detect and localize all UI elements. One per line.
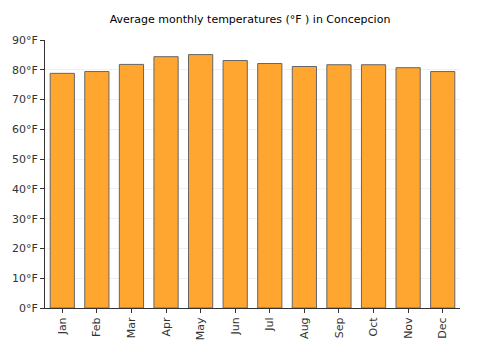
svg-text:Oct: Oct: [367, 317, 380, 337]
svg-text:50°F: 50°F: [12, 153, 38, 166]
svg-text:Jun: Jun: [229, 317, 242, 335]
svg-text:90°F: 90°F: [12, 34, 38, 47]
svg-text:40°F: 40°F: [12, 183, 38, 196]
svg-text:Sep: Sep: [333, 317, 346, 338]
svg-text:60°F: 60°F: [12, 123, 38, 136]
svg-text:Dec: Dec: [436, 317, 449, 338]
svg-text:Average monthly temperatures (: Average monthly temperatures (°F ) in Co…: [110, 13, 391, 26]
svg-text:May: May: [194, 317, 207, 340]
svg-text:30°F: 30°F: [12, 213, 38, 226]
svg-text:10°F: 10°F: [12, 272, 38, 285]
svg-text:Feb: Feb: [90, 317, 103, 336]
svg-text:Mar: Mar: [125, 317, 138, 338]
svg-text:Nov: Nov: [402, 317, 415, 339]
svg-text:0°F: 0°F: [19, 302, 38, 315]
svg-text:Apr: Apr: [160, 317, 173, 337]
svg-text:20°F: 20°F: [12, 242, 38, 255]
svg-text:Jul: Jul: [263, 317, 276, 331]
svg-text:Aug: Aug: [298, 317, 311, 338]
svg-text:Jan: Jan: [56, 317, 69, 335]
svg-text:70°F: 70°F: [12, 93, 38, 106]
svg-text:80°F: 80°F: [12, 64, 38, 77]
